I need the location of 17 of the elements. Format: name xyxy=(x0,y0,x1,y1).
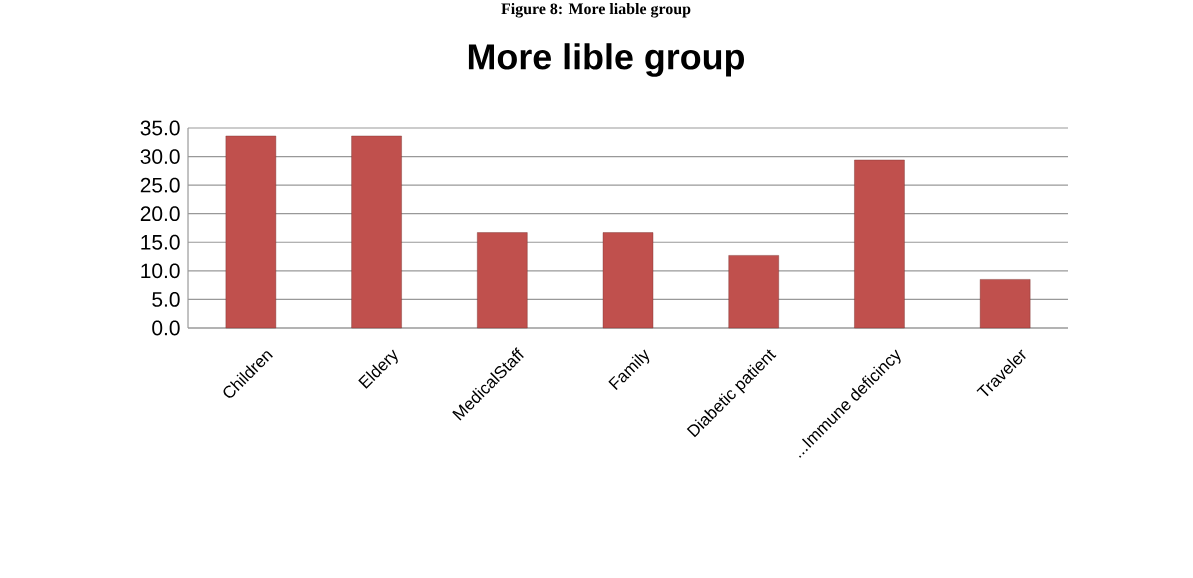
bar xyxy=(979,279,1031,329)
y-tick-label: 35.0 xyxy=(140,120,180,136)
y-tick-label: 15.0 xyxy=(141,234,180,250)
bar xyxy=(854,159,905,329)
y-tick-label: 25.0 xyxy=(140,177,180,193)
y-tick-label: 0.0 xyxy=(152,320,180,336)
y-tick-label: 20.0 xyxy=(140,206,180,222)
bar xyxy=(225,135,277,329)
bar xyxy=(351,135,402,329)
caption: Figure 8: More liable group xyxy=(501,2,691,18)
bar xyxy=(477,232,528,329)
bar xyxy=(602,232,654,329)
y-tick-label: 10.0 xyxy=(141,263,180,279)
bar xyxy=(728,255,779,329)
y-tick-label: 5.0 xyxy=(152,292,180,307)
y-tick-label: 30.0 xyxy=(140,149,180,164)
chart-title: More lible group xyxy=(468,43,745,77)
